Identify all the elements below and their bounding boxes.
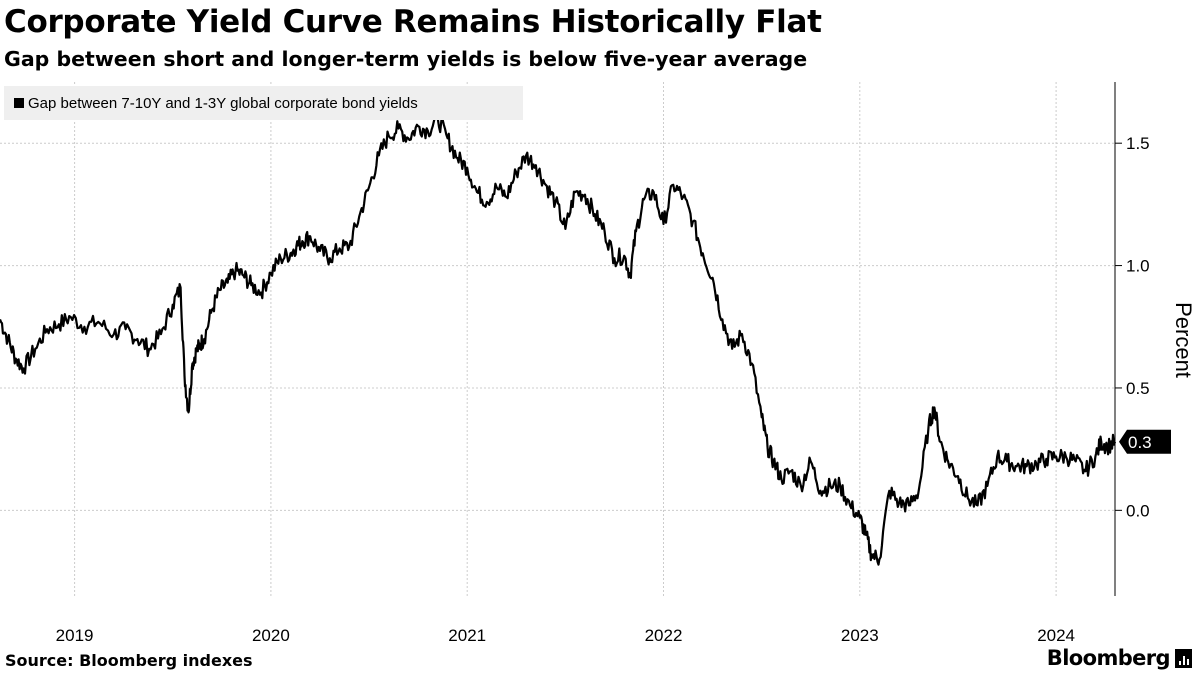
brand-logo: Bloomberg (1047, 646, 1192, 670)
series-line (0, 112, 1117, 566)
y-tick-label: 1.0 (1126, 257, 1150, 276)
x-tick-label: 2022 (645, 626, 683, 645)
grid (0, 82, 1115, 596)
brand-name: Bloomberg (1046, 646, 1171, 670)
legend-swatch (14, 98, 24, 108)
source-note: Source: Bloomberg indexes (5, 651, 253, 670)
y-tick-label: 1.5 (1126, 134, 1150, 153)
chart-subtitle: Gap between short and longer-term yields… (4, 47, 808, 71)
x-tick-label: 2024 (1037, 626, 1075, 645)
last-value-badge (1119, 429, 1171, 454)
y-axis-title: Percent (1171, 302, 1196, 378)
x-tick-label: 2020 (252, 626, 290, 645)
y-tick-label: 0.5 (1126, 379, 1150, 398)
x-tick-label: 2023 (841, 626, 879, 645)
y-tick-label: 0.0 (1126, 501, 1150, 520)
chart-title: Corporate Yield Curve Remains Historical… (4, 4, 822, 40)
last-value-label: 0.3 (1128, 433, 1152, 452)
bar-chart-icon (1175, 648, 1192, 668)
legend-label: Gap between 7-10Y and 1-3Y global corpor… (28, 94, 418, 112)
x-tick-label: 2021 (448, 626, 486, 645)
last-value-tag: 0.3 (1119, 429, 1171, 454)
axes: 0.0 0.5 1.0 1.5 2019 2020 2021 2022 2023 2024 Perc… (56, 82, 1196, 645)
x-tick-label: 2019 (56, 626, 94, 645)
legend: Gap between 7-10Y and 1-3Y global corpor… (4, 86, 523, 120)
